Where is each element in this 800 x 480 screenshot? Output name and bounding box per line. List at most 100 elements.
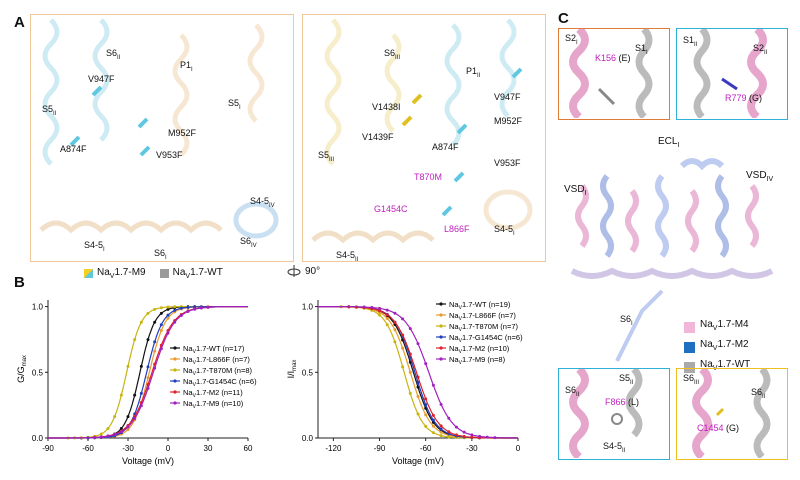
x-tick-label: -30 bbox=[122, 444, 134, 453]
data-point bbox=[133, 417, 137, 421]
a-right-label-4: V1439F bbox=[362, 132, 394, 142]
data-point bbox=[159, 311, 163, 315]
data-point bbox=[139, 404, 143, 408]
data-point bbox=[166, 307, 170, 311]
y-tick-label: 0.0 bbox=[302, 434, 314, 443]
rotation-indicator: 90° bbox=[286, 264, 320, 278]
data-point bbox=[393, 340, 397, 344]
legend-m2: NaV1.7-M2 bbox=[684, 337, 750, 357]
legend-marker-2 bbox=[439, 324, 443, 328]
data-point bbox=[424, 362, 428, 366]
data-point bbox=[119, 430, 123, 434]
data-point bbox=[173, 305, 177, 309]
a-left-label-5: M952F bbox=[168, 128, 197, 138]
c-tr-residue: R779 (G) bbox=[725, 93, 763, 103]
data-point bbox=[424, 403, 428, 407]
data-point bbox=[424, 424, 428, 428]
data-point bbox=[159, 323, 163, 327]
data-point bbox=[146, 365, 150, 369]
data-point bbox=[447, 416, 451, 420]
data-point bbox=[159, 306, 163, 310]
data-point bbox=[485, 435, 489, 439]
data-point bbox=[166, 313, 170, 317]
data-point bbox=[393, 311, 397, 315]
a-right-label-3: V947F bbox=[494, 92, 521, 102]
legend-entry-3: NaV1.7-G1454C (n=6) bbox=[449, 333, 523, 344]
data-point bbox=[454, 433, 458, 437]
data-point bbox=[416, 380, 420, 384]
data-point bbox=[439, 427, 443, 431]
data-point bbox=[493, 436, 497, 440]
data-point bbox=[106, 426, 110, 430]
a-left-label-0: S6II bbox=[106, 48, 121, 61]
data-point bbox=[206, 305, 210, 309]
c-bl-label-s6: S6II bbox=[565, 385, 580, 398]
a-left-label-6: A874F bbox=[60, 144, 87, 154]
x-tick-label: 60 bbox=[244, 444, 253, 453]
data-point bbox=[179, 313, 183, 317]
data-point bbox=[416, 342, 420, 346]
legend-swatch-wt bbox=[159, 269, 169, 278]
data-point bbox=[119, 426, 123, 430]
data-point bbox=[99, 435, 103, 439]
data-point bbox=[146, 376, 150, 380]
data-point bbox=[179, 306, 183, 310]
c-tr-label-s1: S1II bbox=[683, 35, 698, 48]
legend-marker-2 bbox=[173, 368, 177, 372]
data-point bbox=[99, 432, 103, 436]
a-left-label-11: S6IV bbox=[240, 236, 257, 249]
data-point bbox=[431, 424, 435, 428]
legend-marker-3 bbox=[173, 379, 177, 383]
data-point bbox=[193, 307, 197, 311]
data-point bbox=[416, 394, 420, 398]
x-tick-label: -90 bbox=[374, 444, 386, 453]
data-point bbox=[153, 307, 157, 311]
data-point bbox=[139, 391, 143, 395]
c-label-s6-i: S6I bbox=[620, 314, 633, 327]
data-point bbox=[408, 370, 412, 374]
data-point bbox=[166, 331, 170, 335]
data-point bbox=[146, 311, 150, 315]
panel-a-left-box bbox=[30, 14, 294, 262]
legend-entry-1: NaV1.7-L866F (n=7) bbox=[183, 355, 250, 366]
data-point bbox=[385, 308, 389, 312]
helix-k156-illustration bbox=[569, 26, 653, 120]
panel-a-legend: NaV1.7-M9 NaV1.7-WT bbox=[84, 267, 223, 280]
legend-marker-4 bbox=[439, 346, 443, 350]
c-tl-residue: K156 (E) bbox=[595, 53, 631, 63]
data-point bbox=[454, 425, 458, 429]
panel-a-right-box bbox=[302, 14, 546, 262]
data-point bbox=[462, 430, 466, 434]
data-point bbox=[126, 427, 130, 431]
legend-entry-4: NaV1.7-M2 (n=11) bbox=[183, 388, 243, 399]
data-point bbox=[106, 434, 110, 438]
data-point bbox=[416, 375, 420, 379]
a-right-label-13: S4-5II bbox=[336, 250, 359, 263]
x-tick-label: -90 bbox=[42, 444, 54, 453]
data-point bbox=[408, 327, 412, 331]
legend-entry-0: NaV1.7-WT (n=17) bbox=[183, 344, 245, 355]
c-bl-label-s45: S4-5II bbox=[603, 441, 626, 454]
data-point bbox=[431, 418, 435, 422]
legend-entry-0: NaV1.7-WT (n=19) bbox=[449, 300, 511, 311]
data-point bbox=[393, 328, 397, 332]
rotation-label: 90° bbox=[305, 265, 321, 277]
x-tick-label: 0 bbox=[166, 444, 171, 453]
a-right-label-11: L866F bbox=[444, 224, 470, 234]
a-right-label-12: S4-5I bbox=[494, 224, 515, 237]
data-point bbox=[153, 349, 157, 353]
data-point bbox=[166, 305, 170, 309]
legend-marker-3 bbox=[439, 335, 443, 339]
c-tl-label-s1: S1I bbox=[635, 43, 648, 56]
x-tick-label: 0 bbox=[516, 444, 521, 453]
data-point bbox=[370, 306, 374, 310]
data-point bbox=[133, 338, 137, 342]
panel-c-topleft-box: S2I S1I K156 (E) bbox=[558, 26, 670, 120]
legend-label-wt: NaV1.7-WT bbox=[172, 267, 223, 280]
data-point bbox=[93, 435, 97, 439]
a-left-label-10: S6I bbox=[154, 248, 167, 261]
c-br-label-s6-ii: S6II bbox=[751, 387, 766, 400]
data-point bbox=[139, 364, 143, 368]
data-point bbox=[119, 393, 123, 397]
panel-label-b: B bbox=[14, 274, 25, 291]
